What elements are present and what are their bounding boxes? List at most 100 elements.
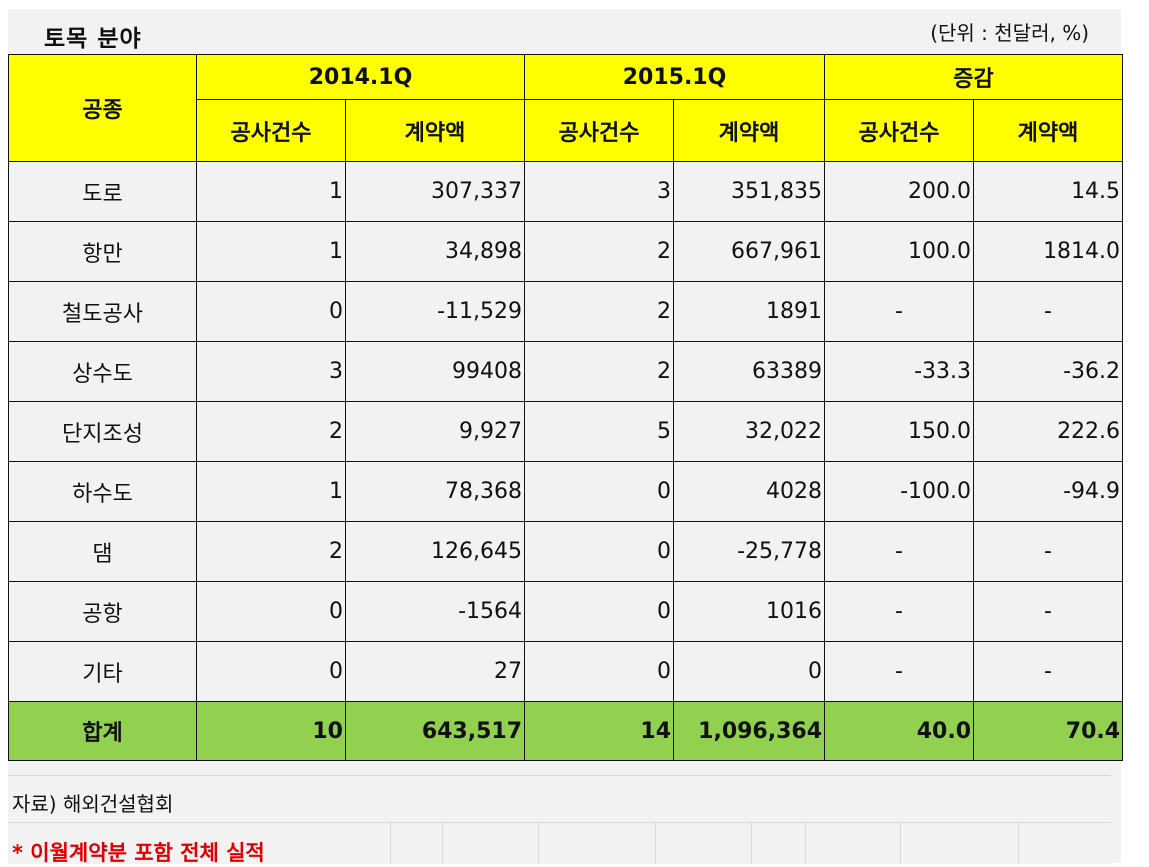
header-change-count: 공사건수 bbox=[824, 99, 975, 162]
cell-2015-count: 2 bbox=[524, 341, 675, 402]
row-name: 기타 bbox=[8, 641, 197, 702]
cell-change-amount: -94.9 bbox=[973, 461, 1124, 522]
cell-2014-amount: 78,368 bbox=[344, 461, 526, 522]
cell-2014-count: 1 bbox=[196, 461, 346, 522]
cell-gridline bbox=[1018, 823, 1019, 864]
header-period-2015-1q: 2015.1Q bbox=[524, 54, 826, 100]
cell-change-count: - bbox=[824, 521, 975, 582]
cell-2014-count: 2 bbox=[196, 521, 346, 582]
row-name: 도로 bbox=[8, 161, 197, 222]
cell-change-count: -33.3 bbox=[824, 341, 975, 402]
header-period-2014-1q: 2014.1Q bbox=[195, 54, 526, 100]
cell-change-amount: 14.5 bbox=[973, 161, 1124, 222]
header-2015-amount: 계약액 bbox=[673, 99, 826, 162]
header-2015-count: 공사건수 bbox=[524, 99, 675, 162]
cell-2014-count: 0 bbox=[196, 581, 346, 642]
cell-2014-count: 1 bbox=[196, 161, 346, 222]
row-name: 철도공사 bbox=[8, 281, 197, 342]
cell-2015-count: 5 bbox=[524, 401, 675, 462]
total-row: 합계 10 643,517 14 1,096,364 40.0 70.4 bbox=[8, 701, 1124, 761]
cell-change-count: - bbox=[824, 281, 975, 342]
cell-2014-count: 0 bbox=[196, 641, 346, 702]
title-row: 토목 분야 (단위 : 천달러, %) bbox=[8, 9, 1121, 54]
cell-change-count: 100.0 bbox=[824, 221, 975, 282]
cell-gridline bbox=[442, 823, 443, 864]
note-text: * 이월계약분 포함 전체 실적 bbox=[12, 841, 265, 865]
cell-2015-amount: 63389 bbox=[673, 341, 826, 402]
unit-label: (단위 : 천달러, %) bbox=[930, 21, 1089, 45]
cell-change-amount: 1814.0 bbox=[973, 221, 1124, 282]
table-row: 철도공사 0 -11,529 2 1891 - - bbox=[8, 281, 1124, 342]
table-row: 하수도 1 78,368 0 4028 -100.0 -94.9 bbox=[8, 461, 1124, 522]
header-change-amount: 계약액 bbox=[973, 99, 1124, 162]
table-row: 도로 1 307,337 3 351,835 200.0 14.5 bbox=[8, 161, 1124, 222]
cell-2015-amount: 1016 bbox=[673, 581, 826, 642]
cell-change-amount: 222.6 bbox=[973, 401, 1124, 462]
row-name: 상수도 bbox=[8, 341, 197, 402]
total-label: 합계 bbox=[8, 701, 197, 761]
cell-2015-count: 0 bbox=[524, 581, 675, 642]
cell-2014-amount: 99408 bbox=[344, 341, 526, 402]
cell-change-count: - bbox=[824, 641, 975, 702]
cell-change-count: - bbox=[824, 581, 975, 642]
cell-2014-amount: -11,529 bbox=[344, 281, 526, 342]
table-row: 댐 2 126,645 0 -25,778 - - bbox=[8, 521, 1124, 582]
total-2014-amount: 643,517 bbox=[344, 701, 526, 761]
row-name: 공항 bbox=[8, 581, 197, 642]
cell-2015-count: 2 bbox=[524, 281, 675, 342]
table-row: 항만 1 34,898 2 667,961 100.0 1814.0 bbox=[8, 221, 1124, 282]
table-row: 단지조성 2 9,927 5 32,022 150.0 222.6 bbox=[8, 401, 1124, 462]
cell-change-amount: - bbox=[973, 281, 1124, 342]
cell-2015-amount: 667,961 bbox=[673, 221, 826, 282]
cell-2014-count: 2 bbox=[196, 401, 346, 462]
header-change: 증감 bbox=[824, 54, 1124, 100]
civil-engineering-table: 공종 2014.1Q 2015.1Q 증감 공사건수 계약액 공사건수 계약액 … bbox=[8, 54, 1124, 761]
header-2014-count: 공사건수 bbox=[196, 99, 346, 162]
total-2014-count: 10 bbox=[196, 701, 346, 761]
cell-change-amount: -36.2 bbox=[973, 341, 1124, 402]
cell-2014-count: 3 bbox=[196, 341, 346, 402]
cell-change-amount: - bbox=[973, 641, 1124, 702]
row-name: 댐 bbox=[8, 521, 197, 582]
cell-2014-amount: 27 bbox=[344, 641, 526, 702]
cell-2015-amount: 32,022 bbox=[673, 401, 826, 462]
header-category: 공종 bbox=[8, 54, 197, 162]
cell-2015-count: 3 bbox=[524, 161, 675, 222]
cell-2015-amount: 351,835 bbox=[673, 161, 826, 222]
total-2015-count: 14 bbox=[524, 701, 675, 761]
total-change-amount: 70.4 bbox=[973, 701, 1124, 761]
total-2015-amount: 1,096,364 bbox=[673, 701, 826, 761]
row-name: 단지조성 bbox=[8, 401, 197, 462]
cell-2015-amount: 0 bbox=[673, 641, 826, 702]
table-row: 기타 0 27 0 0 - - bbox=[8, 641, 1124, 702]
header-2014-amount: 계약액 bbox=[344, 99, 526, 162]
table-title: 토목 분야 bbox=[44, 26, 142, 52]
cell-change-amount: - bbox=[973, 581, 1124, 642]
cell-gridline bbox=[538, 823, 539, 864]
cell-gridline bbox=[655, 823, 656, 864]
cell-2015-amount: 1891 bbox=[673, 281, 826, 342]
row-name: 항만 bbox=[8, 221, 197, 282]
row-name: 하수도 bbox=[8, 461, 197, 522]
cell-change-count: 150.0 bbox=[824, 401, 975, 462]
cell-gridline bbox=[751, 823, 752, 864]
cell-2015-count: 2 bbox=[524, 221, 675, 282]
cell-gridline bbox=[390, 823, 391, 864]
cell-2015-amount: -25,778 bbox=[673, 521, 826, 582]
cell-2015-amount: 4028 bbox=[673, 461, 826, 522]
cell-change-count: -100.0 bbox=[824, 461, 975, 522]
cell-2014-count: 1 bbox=[196, 221, 346, 282]
cell-gridline bbox=[805, 823, 806, 864]
note-row: * 이월계약분 포함 전체 실적 bbox=[8, 822, 1111, 865]
cell-2015-count: 0 bbox=[524, 461, 675, 522]
cell-2014-amount: 307,337 bbox=[344, 161, 526, 222]
cell-2014-amount: 34,898 bbox=[344, 221, 526, 282]
cell-2014-amount: 126,645 bbox=[344, 521, 526, 582]
cell-change-amount: - bbox=[973, 521, 1124, 582]
cell-2014-amount: 9,927 bbox=[344, 401, 526, 462]
source-row: 자료) 해외건설협회 bbox=[8, 775, 1111, 823]
cell-2015-count: 0 bbox=[524, 641, 675, 702]
table-row: 상수도 3 99408 2 63389 -33.3 -36.2 bbox=[8, 341, 1124, 402]
source-text: 자료) 해외건설협회 bbox=[12, 792, 174, 816]
total-change-count: 40.0 bbox=[824, 701, 975, 761]
